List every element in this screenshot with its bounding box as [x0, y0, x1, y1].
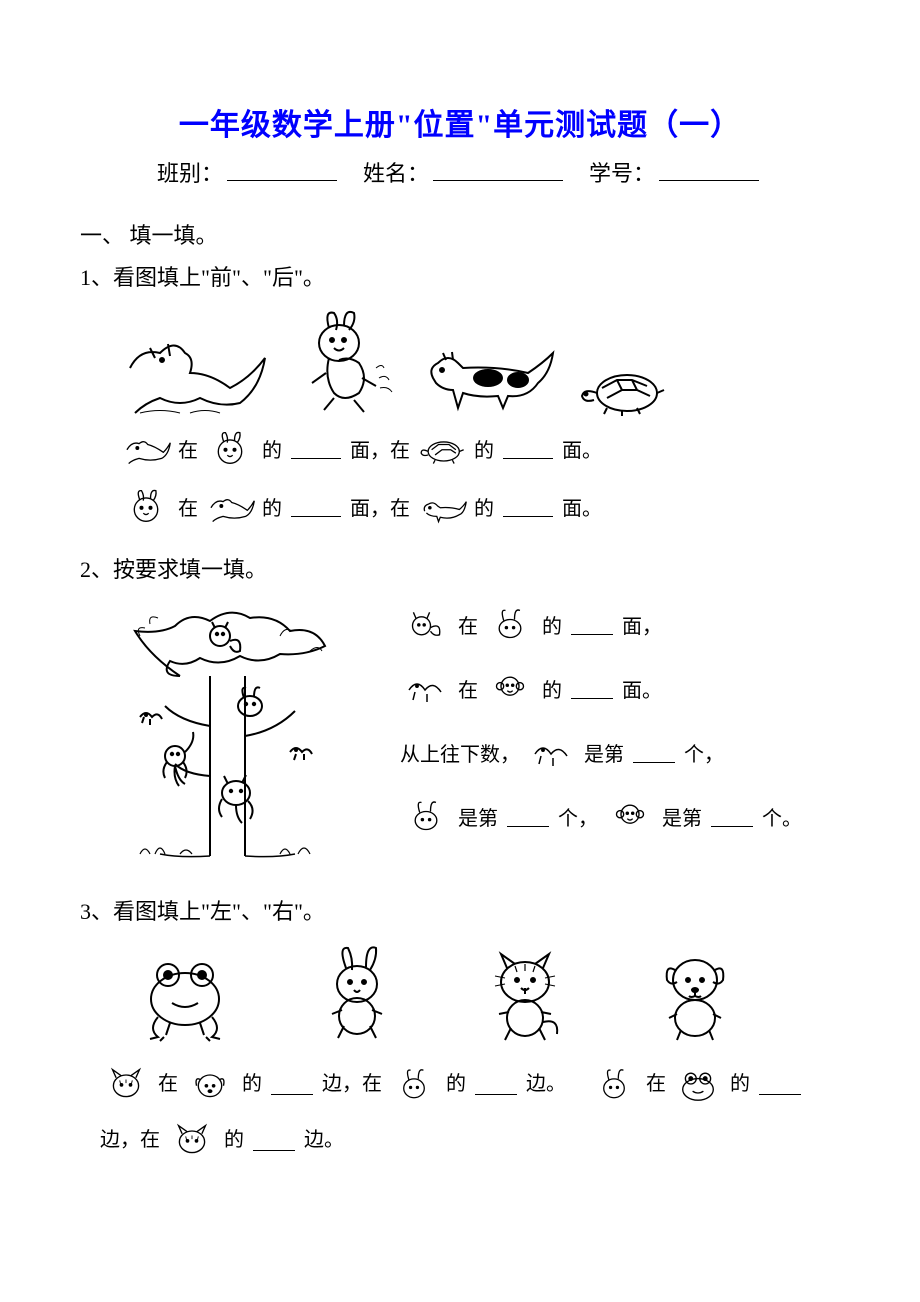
turtle-small-icon [416, 430, 468, 466]
blank[interactable] [503, 438, 553, 459]
text: 的 [262, 434, 282, 463]
text: 在 [178, 492, 198, 521]
text: 的 [474, 492, 494, 521]
student-info: 班别： 姓名： 学号： [80, 156, 840, 188]
text: 个。 [762, 802, 802, 831]
id-label: 学号： [589, 161, 655, 186]
dog-icon [418, 328, 558, 418]
text: 在 [158, 1062, 178, 1106]
blank[interactable] [253, 1130, 295, 1151]
blank[interactable] [571, 614, 613, 635]
q2-line-4: 是第 个， 是第 个。 [400, 798, 840, 834]
frog-small-icon [672, 1066, 724, 1102]
cat-small-icon [166, 1122, 218, 1158]
q1-title: 1、看图填上"前"、"后"。 [80, 260, 840, 292]
text: 边，在 [322, 1062, 382, 1106]
text: 的 [446, 1062, 466, 1106]
blank[interactable] [291, 496, 341, 517]
id-blank[interactable] [659, 158, 759, 181]
rabbit-run-icon [284, 308, 404, 418]
class-blank[interactable] [227, 158, 337, 181]
q2-title: 2、按要求填一填。 [80, 552, 840, 584]
fox-small-icon [204, 488, 256, 524]
class-label: 班别： [157, 161, 223, 186]
text: 面。 [562, 434, 602, 463]
bird-icon [400, 670, 452, 706]
q3-sentence: 在 的 边，在 的 边。 在 的 边，在 的 边。 [100, 1062, 840, 1162]
rabbit-head-icon [204, 430, 256, 466]
fox-small-icon [120, 430, 172, 466]
text: 个， [684, 738, 724, 767]
text: 的 [542, 610, 562, 639]
q1-animals-row [120, 308, 840, 418]
text: 在 [458, 610, 478, 639]
cat-small-icon [100, 1066, 152, 1102]
q3-animals-row [130, 944, 840, 1044]
blank[interactable] [759, 1074, 801, 1095]
text: 从上往下数， [400, 738, 520, 767]
text: 的 [542, 674, 562, 703]
q3-title: 3、看图填上"左"、"右"。 [80, 894, 840, 926]
section-1-title: 一、 填一填。 [80, 218, 840, 250]
text: 边。 [526, 1062, 566, 1106]
q1-sentence-1: 在 的 面，在 的 面。 [120, 430, 840, 466]
text: 面，在 [350, 492, 410, 521]
puppy-icon [645, 944, 745, 1044]
name-blank[interactable] [433, 158, 563, 181]
text: 在 [646, 1062, 666, 1106]
text: 面。 [622, 674, 662, 703]
blank[interactable] [571, 678, 613, 699]
bird-icon [526, 734, 578, 770]
rabbit-small-icon [400, 798, 452, 834]
blank[interactable] [271, 1074, 313, 1095]
rabbit-head-icon [120, 488, 172, 524]
blank[interactable] [633, 742, 675, 763]
blank[interactable] [711, 806, 753, 827]
text: 的 [730, 1062, 750, 1106]
q2-line-3: 从上往下数， 是第 个， [400, 734, 840, 770]
q1-sentence-2: 在 的 面，在 的 面。 [120, 488, 840, 524]
q2-line-2: 在 的 面。 [400, 670, 840, 706]
blank[interactable] [291, 438, 341, 459]
frog-icon [130, 949, 240, 1044]
text: 个， [558, 802, 598, 831]
rabbit-small2-icon [588, 1066, 640, 1102]
text: 是第 [458, 802, 498, 831]
text: 面，在 [350, 434, 410, 463]
cat-icon [475, 944, 575, 1044]
q2-line-1: 在 的 面， [400, 606, 840, 642]
monkey-icon [604, 798, 656, 834]
blank[interactable] [503, 496, 553, 517]
turtle-icon [572, 358, 672, 418]
text: 面， [622, 610, 662, 639]
text: 是第 [662, 802, 702, 831]
rabbit-small-icon [484, 606, 536, 642]
squirrel-icon [400, 606, 452, 642]
blank[interactable] [507, 806, 549, 827]
page-title: 一年级数学上册"位置"单元测试题（一） [80, 100, 840, 144]
text: 的 [474, 434, 494, 463]
text: 面。 [562, 492, 602, 521]
text: 边。 [304, 1118, 344, 1162]
tree-scene-icon [80, 596, 370, 866]
text: 的 [262, 492, 282, 521]
dog-small-icon [416, 488, 468, 524]
text: 是第 [584, 738, 624, 767]
blank[interactable] [475, 1074, 517, 1095]
fox-icon [120, 318, 270, 418]
puppy-small-icon [184, 1066, 236, 1102]
text: 在 [458, 674, 478, 703]
name-label: 姓名： [363, 161, 429, 186]
rabbit-small2-icon [388, 1066, 440, 1102]
text: 的 [224, 1118, 244, 1162]
text: 的 [242, 1062, 262, 1106]
rabbit-icon [310, 944, 405, 1044]
monkey-icon [484, 670, 536, 706]
text: 在 [178, 434, 198, 463]
text: 边，在 [100, 1118, 160, 1162]
